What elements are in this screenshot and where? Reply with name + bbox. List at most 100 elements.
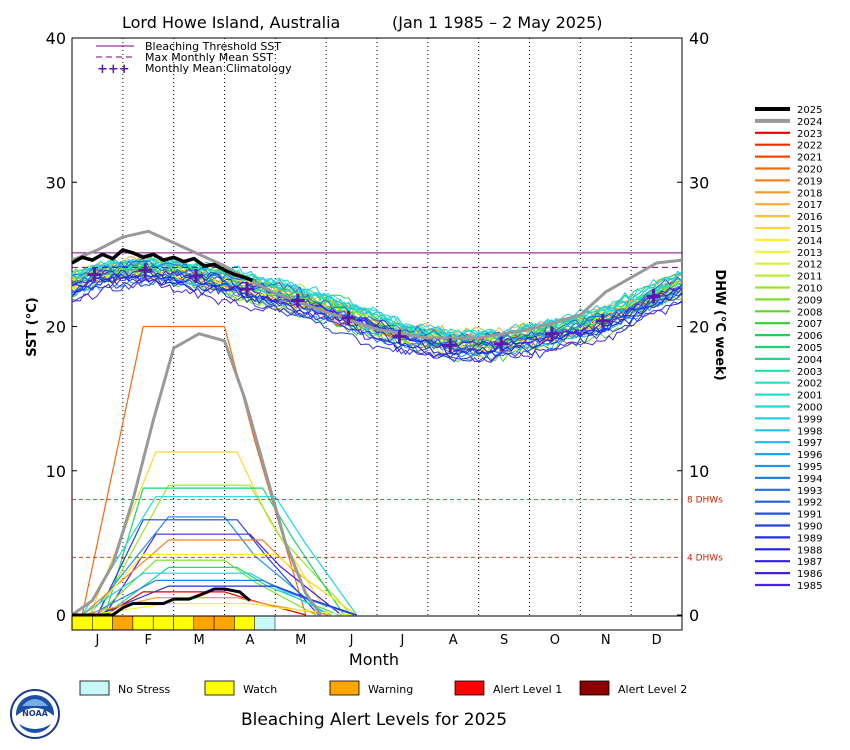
year-legend-label: 1991: [797, 510, 822, 521]
year-legend-label: 1985: [797, 581, 822, 592]
climatology-marker: [595, 313, 610, 328]
sst-year-line: [71, 267, 683, 351]
year-legend-label: 2002: [797, 379, 822, 390]
dhw-year-line: [89, 553, 358, 616]
alert-bar-segment: [152, 615, 174, 631]
year-legend-label: 2009: [797, 295, 822, 306]
chart-title-dates: (Jan 1 1985 – 2 May 2025): [392, 13, 603, 32]
alert-bar-segment: [254, 615, 276, 631]
y-tick-label-left: 30: [46, 173, 66, 192]
alert-footer-title: Bleaching Alert Levels for 2025: [241, 710, 507, 730]
y-axis-right-label: DHW (°C week): [712, 269, 727, 380]
dhw-2024-line: [71, 332, 323, 617]
alert-legend-swatch: [329, 680, 360, 696]
month-label: M: [295, 633, 306, 648]
y-tick-label-left: 20: [46, 318, 66, 337]
legend-mmm-label: Max Monthly Mean SST: [145, 51, 273, 64]
year-legend-label: 1992: [797, 498, 822, 509]
series-lines: [71, 229, 683, 617]
dhw-year-line: [96, 519, 319, 616]
sst-2025-line: [71, 248, 254, 282]
year-legend-label: 2012: [797, 260, 822, 271]
year-legend-label: 2018: [797, 188, 822, 199]
y-tick-label-left: 10: [46, 462, 66, 481]
year-legend-label: 2006: [797, 331, 822, 342]
alert-bar-segment: [132, 615, 154, 631]
climatology-marker: [239, 281, 254, 296]
year-legend-label: 1998: [797, 426, 822, 437]
sst-year-line: [71, 259, 683, 340]
year-legend-label: 1986: [797, 569, 822, 580]
month-label: M: [193, 633, 204, 648]
alert-bar-frame: [71, 615, 683, 631]
alert-bar-segment: [173, 615, 195, 631]
year-legend-label: 2001: [797, 391, 822, 402]
month-label: A: [245, 633, 254, 648]
month-label: N: [601, 633, 611, 648]
year-legend-label: 1993: [797, 486, 822, 497]
alert-legend-swatch: [579, 680, 610, 696]
year-legend-label: 1989: [797, 533, 822, 544]
alert-legend-label: Warning: [368, 683, 413, 696]
dhw-year-line: [104, 487, 345, 616]
dhw-year-line: [89, 602, 352, 616]
month-label: O: [550, 633, 560, 648]
sst-year-line: [71, 258, 683, 346]
month-label: S: [500, 633, 508, 648]
sst-year-line: [71, 276, 683, 359]
noaa-logo: NOAA: [10, 689, 60, 739]
sst-year-line: [71, 266, 683, 354]
reference-lines: 8 DHWs 4 DHWs: [72, 252, 723, 563]
y-tick-label-left: 40: [46, 29, 66, 48]
climatology-marker: [290, 293, 305, 308]
climatology-marker: [341, 310, 356, 325]
legend-threshold-label: Bleaching Threshold SST: [145, 40, 281, 53]
alert-legend-label: Alert Level 1: [493, 683, 562, 696]
dhw-year-line: [89, 516, 327, 616]
y-tick-label-right: 30: [689, 173, 709, 192]
month-label: F: [145, 633, 152, 648]
year-legend-label: 1987: [797, 557, 822, 568]
year-legend-label: 2011: [797, 272, 822, 283]
month-label: J: [349, 633, 354, 648]
y-axes: 0 0 10 10 20 20 30 30 40 40: [46, 29, 710, 625]
year-legend-label: 2008: [797, 307, 822, 318]
climatology-marker: [87, 267, 102, 282]
year-legend-label: 2019: [797, 176, 822, 187]
y-tick-label-right: 20: [689, 318, 709, 337]
alert-legend-swatch: [204, 680, 235, 696]
year-legend-label: 1994: [797, 474, 822, 485]
year-legend-label: 2024: [797, 117, 822, 128]
year-legend-label: 2022: [797, 141, 822, 152]
climatology-marker: [392, 329, 407, 344]
year-legend-label: 2025: [797, 105, 822, 116]
year-legend-label: 2013: [797, 248, 822, 259]
x-axis-label: Month: [349, 650, 399, 669]
sst-year-line: [71, 278, 683, 363]
y-tick-label-left: 0: [56, 606, 66, 625]
climatology-marker: [544, 326, 559, 341]
sst-year-line: [71, 258, 683, 342]
year-legend: 2025202420232022202120202019201820172016…: [755, 105, 822, 592]
year-legend-label: 2007: [797, 319, 822, 330]
alert-bar-segment: [213, 615, 235, 631]
dhw-2025-line: [72, 587, 251, 617]
year-legend-label: 1988: [797, 545, 822, 556]
climatology-markers: [87, 263, 661, 353]
dhw-year-line: [96, 484, 353, 616]
dhw-reference-label: 8 DHWs: [687, 496, 723, 506]
month-label: D: [652, 633, 662, 648]
sst-2024-line: [71, 229, 683, 340]
alert-bar-segment: [92, 615, 113, 631]
dhw-year-line: [97, 585, 357, 616]
month-label: J: [94, 633, 99, 648]
dhw-year-line: [81, 572, 332, 616]
alert-legend-label: Watch: [243, 683, 277, 696]
y-tick-label-right: 0: [689, 606, 699, 625]
dhw-year-line: [89, 579, 355, 616]
alert-legend-label: No Stress: [118, 683, 171, 696]
alert-level-legend: No Stress Watch Warning Alert Level 1 Alert …: [79, 680, 687, 696]
top-legend: Bleaching Threshold SST Max Monthly Mean…: [96, 40, 292, 77]
alert-bar-segment: [71, 615, 93, 631]
